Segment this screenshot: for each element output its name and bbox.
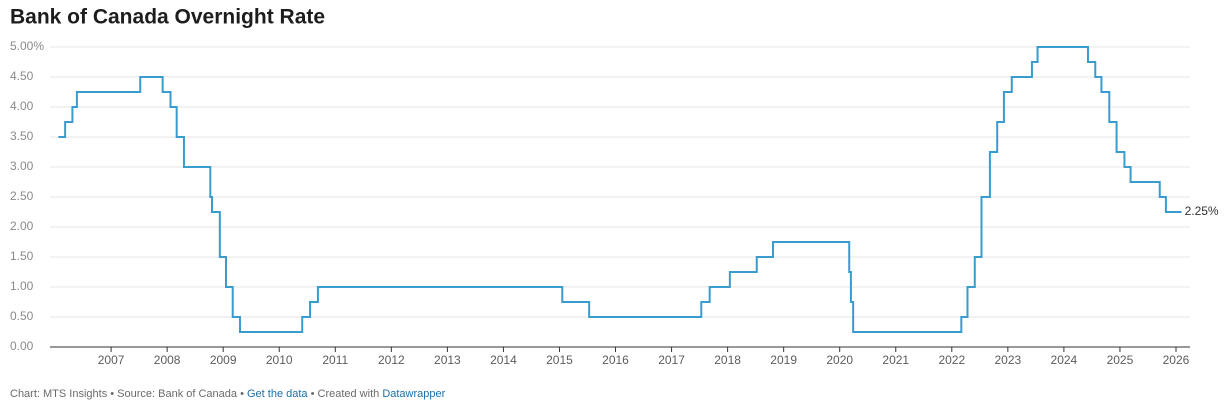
x-tick-label: 2021 bbox=[882, 353, 909, 367]
x-tick-label: 2026 bbox=[1163, 353, 1190, 367]
x-tick-label: 2012 bbox=[378, 353, 405, 367]
y-tick-label: 4.50 bbox=[10, 69, 34, 83]
rate-line bbox=[58, 46, 1182, 333]
x-tick-label: 2019 bbox=[770, 353, 797, 367]
data-link[interactable]: Get the data bbox=[247, 388, 308, 400]
datawrapper-link[interactable]: Datawrapper bbox=[382, 388, 445, 400]
y-tick-label: 2.50 bbox=[10, 189, 34, 203]
x-tick-label: 2020 bbox=[826, 353, 853, 367]
x-tick-label: 2025 bbox=[1107, 353, 1134, 367]
x-tick-label: 2007 bbox=[98, 353, 125, 367]
y-tick-label: 1.00 bbox=[10, 279, 34, 293]
x-tick-label: 2010 bbox=[266, 353, 293, 367]
footer-source: Chart: MTS Insights • Source: Bank of Ca… bbox=[10, 388, 247, 400]
x-tick-label: 2015 bbox=[546, 353, 573, 367]
x-tick-label: 2014 bbox=[490, 353, 517, 367]
x-tick-label: 2023 bbox=[994, 353, 1021, 367]
y-tick-label: 3.50 bbox=[10, 129, 34, 143]
y-tick-label: 5.00% bbox=[10, 39, 44, 53]
y-tick-label: 2.00 bbox=[10, 219, 34, 233]
y-tick-label: 0.50 bbox=[10, 309, 34, 323]
y-tick-label: 4.00 bbox=[10, 99, 34, 113]
x-tick-label: 2008 bbox=[154, 353, 181, 367]
footer: Chart: MTS Insights • Source: Bank of Ca… bbox=[10, 388, 446, 400]
x-tick-label: 2017 bbox=[658, 353, 685, 367]
x-tick-label: 2022 bbox=[938, 353, 965, 367]
x-tick-label: 2009 bbox=[210, 353, 237, 367]
x-tick-label: 2016 bbox=[602, 353, 629, 367]
end-label: 2.25% bbox=[1185, 204, 1219, 218]
x-tick-label: 2018 bbox=[714, 353, 741, 367]
footer-sep: • Created with bbox=[308, 388, 383, 400]
y-tick-label: 3.00 bbox=[10, 159, 34, 173]
y-tick-label: 0.00 bbox=[10, 339, 34, 353]
x-tick-label: 2024 bbox=[1051, 353, 1078, 367]
chart-title: Bank of Canada Overnight Rate bbox=[10, 6, 325, 29]
y-tick-label: 1.50 bbox=[10, 249, 34, 263]
x-tick-label: 2013 bbox=[434, 353, 461, 367]
x-tick-label: 2011 bbox=[322, 353, 348, 367]
